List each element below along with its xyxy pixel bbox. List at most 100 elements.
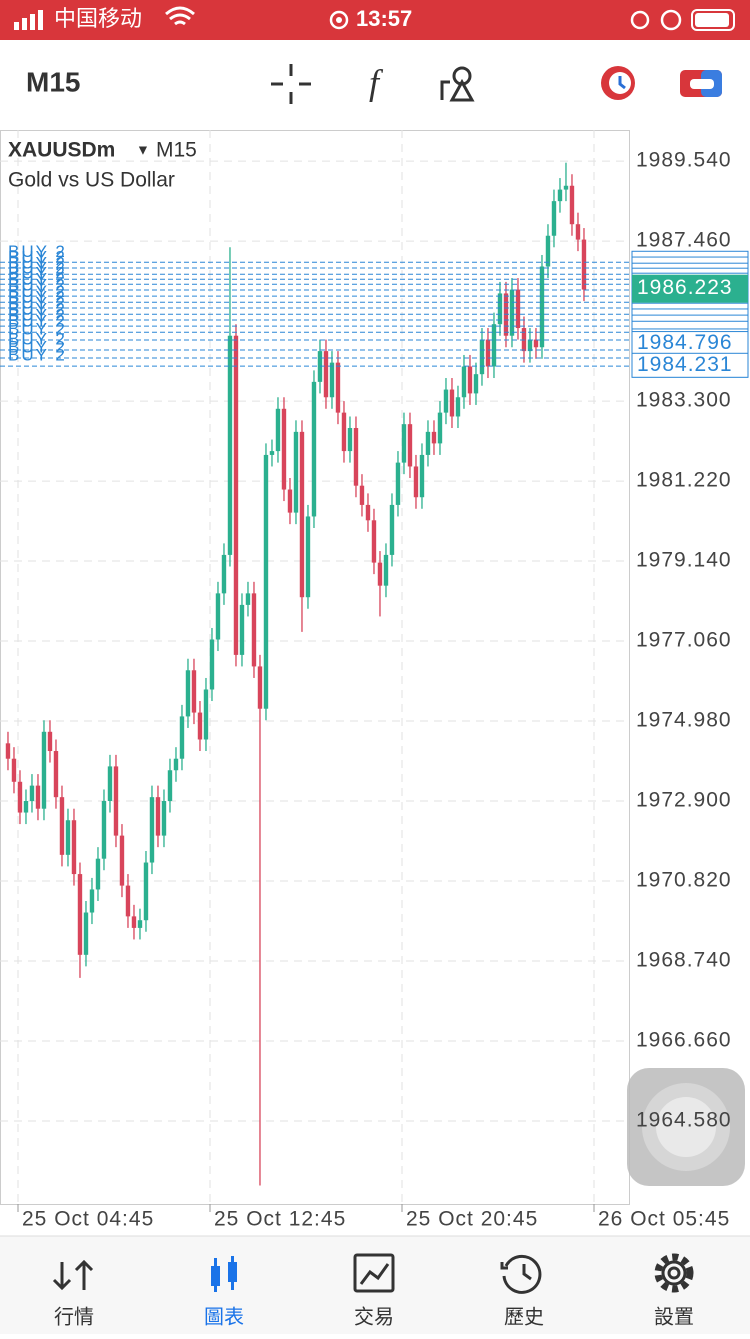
candle-body (299, 431, 305, 598)
current-price-tag (632, 274, 748, 303)
candle-body (311, 381, 317, 517)
x-tick-label: 25 Oct 20:45 (406, 1208, 538, 1231)
candle-body (203, 689, 209, 740)
candle-body (275, 408, 281, 452)
clock: 13:57 (356, 6, 412, 31)
timeframe-button[interactable]: M15 (26, 66, 80, 97)
candle-body (125, 885, 131, 917)
candle-body (539, 266, 545, 348)
order-label: BUY 2 (8, 306, 67, 325)
candle-body (413, 466, 419, 498)
candle-body (461, 366, 467, 398)
candle-body (95, 858, 101, 890)
candle-body (167, 770, 173, 802)
location-dot (336, 17, 342, 23)
nav-label: 交易 (354, 1305, 394, 1328)
candle-body (329, 362, 335, 398)
candle-body (581, 239, 587, 290)
candle-body (383, 554, 389, 586)
candle-body (341, 412, 347, 452)
price-tag (631, 331, 749, 357)
nav-label: 行情 (54, 1305, 94, 1328)
candle-body (29, 785, 35, 802)
candle-body (227, 335, 233, 555)
crosshair-button[interactable] (271, 64, 311, 104)
order-label: BUY 2 (8, 288, 67, 307)
candle-body (467, 366, 473, 394)
y-tick-label: 1979.140 (636, 549, 732, 572)
candle-body (533, 339, 539, 348)
lock-icon (630, 10, 650, 30)
candle-body (389, 504, 395, 555)
candle-body (497, 293, 503, 325)
order-label: BUY 2 (8, 329, 67, 348)
y-tick-label: 1974.980 (636, 709, 732, 732)
order-label: BUY 2 (8, 269, 67, 288)
order-label: BUY 2 (8, 276, 67, 295)
candle-body (515, 289, 521, 329)
candle-body (293, 431, 299, 513)
candle-body (215, 593, 221, 640)
chart-timeframe: M15 (156, 139, 197, 162)
wifi-icon (165, 6, 195, 26)
nav-labels: 行情 圖表 交易 歷史 設置 (54, 1305, 694, 1328)
trade-icon[interactable] (353, 1253, 395, 1293)
nav-label: 歷史 (504, 1305, 544, 1328)
candle-body (365, 504, 371, 521)
description: Gold vs US Dollar (8, 169, 175, 192)
y-tick-label: 1983.300 (636, 389, 732, 412)
candle-body (221, 554, 227, 594)
candle-body (449, 389, 455, 417)
history-icon[interactable] (500, 1254, 542, 1294)
candle-body (509, 289, 515, 336)
candle-body (251, 593, 257, 667)
candle-body (401, 424, 407, 463)
candle-body (269, 451, 275, 455)
order-label: BUY 2 (8, 248, 67, 267)
order-label: BUY 2 (8, 338, 67, 357)
trade-button[interactable] (680, 70, 722, 97)
candle-body (443, 389, 449, 413)
symbol-dropdown[interactable]: ▼ (136, 142, 150, 158)
candle-body (185, 670, 191, 717)
chart-icon[interactable] (211, 1256, 237, 1292)
y-tick-label: 1987.460 (636, 229, 732, 252)
candle-body (287, 489, 293, 513)
one-click-button[interactable] (601, 66, 635, 100)
candle-body (317, 351, 323, 382)
candle-body (263, 454, 269, 709)
candle-body (23, 801, 29, 813)
candle-body (5, 743, 11, 759)
quotes-icon[interactable] (52, 1259, 94, 1291)
y-tick-label: 1981.220 (636, 469, 732, 492)
order-label: BUY 2 (8, 282, 67, 301)
candle-body (335, 362, 341, 413)
candle-body (173, 758, 179, 771)
candle-body (233, 335, 239, 655)
candle-body (437, 412, 443, 444)
candle-body (323, 351, 329, 398)
candle-body (377, 562, 383, 586)
candle-body (17, 781, 23, 813)
indicator-button[interactable]: f (369, 62, 384, 102)
status-bar (0, 0, 750, 40)
candle-body (119, 835, 125, 886)
candle-body (359, 485, 365, 505)
candle-body (161, 801, 167, 836)
objects-button[interactable] (440, 66, 475, 102)
settings-icon[interactable] (654, 1253, 694, 1293)
joystick[interactable] (627, 1068, 745, 1186)
candle-body (455, 397, 461, 417)
candle-body (53, 751, 59, 798)
candle-body (425, 431, 431, 455)
alarm-icon (660, 9, 682, 31)
candle-body (47, 731, 53, 752)
candle-body (11, 758, 17, 782)
symbol: XAUUSDm (8, 139, 115, 162)
order-label: BUY 2 (8, 259, 67, 278)
candle-body (35, 785, 41, 809)
candle-body (107, 766, 113, 802)
candle-body (557, 189, 563, 202)
